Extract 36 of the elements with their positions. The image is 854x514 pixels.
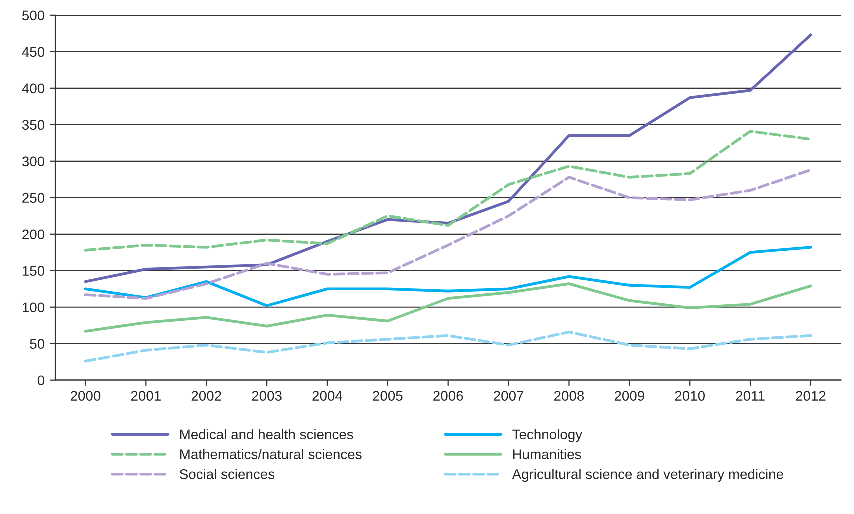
y-tick-label: 400 bbox=[22, 84, 45, 94]
y-tick-label: 500 bbox=[22, 10, 45, 21]
legend-label: Mathematics/natural sciences bbox=[180, 449, 362, 460]
x-tick-label: 2007 bbox=[494, 391, 524, 401]
y-tick-label: 150 bbox=[22, 266, 45, 276]
legend-label: Social sciences bbox=[180, 469, 275, 480]
x-tick-label: 2010 bbox=[675, 391, 706, 401]
x-tick-label: 2000 bbox=[70, 391, 101, 401]
x-tick-label: 2008 bbox=[554, 391, 584, 401]
line-series bbox=[84, 168, 812, 300]
line-series bbox=[84, 330, 812, 363]
x-tick-label: 2005 bbox=[373, 391, 403, 401]
x-tick-label: 2001 bbox=[131, 391, 161, 401]
line-series bbox=[84, 130, 812, 252]
x-tick-label: 2002 bbox=[192, 391, 222, 401]
y-tick-label: 250 bbox=[22, 193, 45, 204]
legend-label: Medical and health sciences bbox=[180, 429, 354, 440]
x-tick-label: 2009 bbox=[614, 391, 644, 401]
y-tick-label: 300 bbox=[22, 156, 45, 167]
x-tick-label: 2012 bbox=[796, 391, 826, 401]
x-tick-label: 2006 bbox=[434, 391, 464, 401]
x-tick-label: 2003 bbox=[252, 391, 282, 401]
legend-label: Humanities bbox=[513, 449, 582, 460]
legend-label: Agricultural science and veterinary medicine bbox=[512, 469, 784, 482]
line-series bbox=[84, 282, 812, 333]
y-tick-label: 350 bbox=[22, 120, 45, 130]
line-series bbox=[84, 34, 812, 284]
y-tick-label: 200 bbox=[22, 230, 45, 240]
line-series bbox=[84, 246, 812, 308]
x-tick-label: 2011 bbox=[736, 391, 765, 401]
x-tick-label: 2004 bbox=[312, 391, 343, 401]
y-tick-label: 50 bbox=[30, 339, 45, 350]
y-tick-label: 450 bbox=[22, 47, 45, 58]
y-tick-label: 100 bbox=[22, 302, 45, 313]
y-tick-label: 0 bbox=[38, 376, 45, 386]
legend-label: Technology bbox=[512, 429, 583, 442]
